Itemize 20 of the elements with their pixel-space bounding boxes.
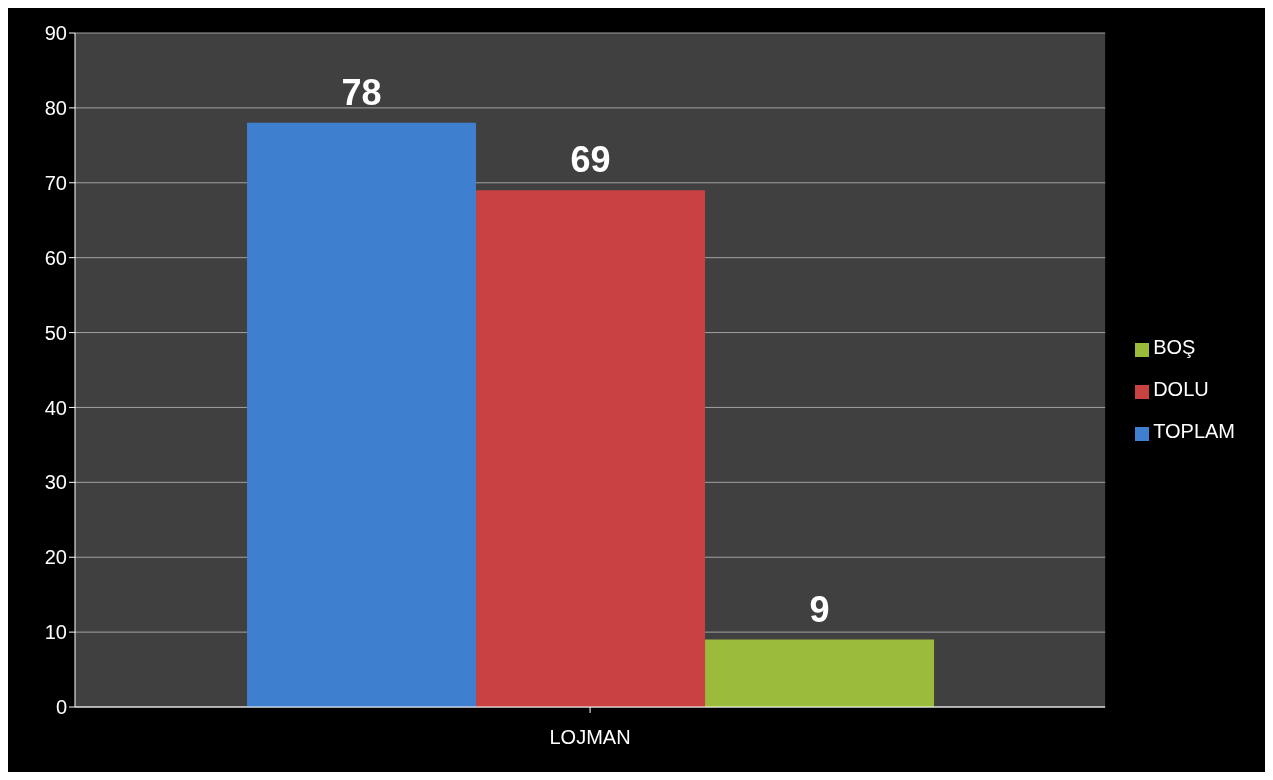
- y-tick-label: 20: [44, 546, 67, 569]
- y-tick-label: 70: [44, 171, 67, 194]
- data-label: 78: [341, 71, 382, 113]
- data-label: 9: [809, 588, 830, 630]
- x-tick-label: LOJMAN: [549, 726, 631, 749]
- legend-label: TOPLAM: [1153, 420, 1235, 442]
- bar: [705, 639, 935, 707]
- y-tick-label: 40: [44, 396, 67, 419]
- legend-label: BOŞ: [1153, 336, 1196, 358]
- y-tick-label: 0: [55, 696, 67, 719]
- y-tick-label: 90: [44, 22, 67, 45]
- bar: [247, 122, 477, 707]
- y-tick-label: 50: [44, 321, 67, 344]
- y-tick-label: 30: [44, 471, 67, 494]
- y-tick-label: 80: [44, 96, 67, 119]
- y-tick-label: 60: [44, 246, 67, 269]
- legend-label: DOLU: [1153, 378, 1209, 400]
- bar: [476, 190, 706, 707]
- y-tick-label: 10: [44, 621, 67, 644]
- data-label: 69: [570, 139, 611, 181]
